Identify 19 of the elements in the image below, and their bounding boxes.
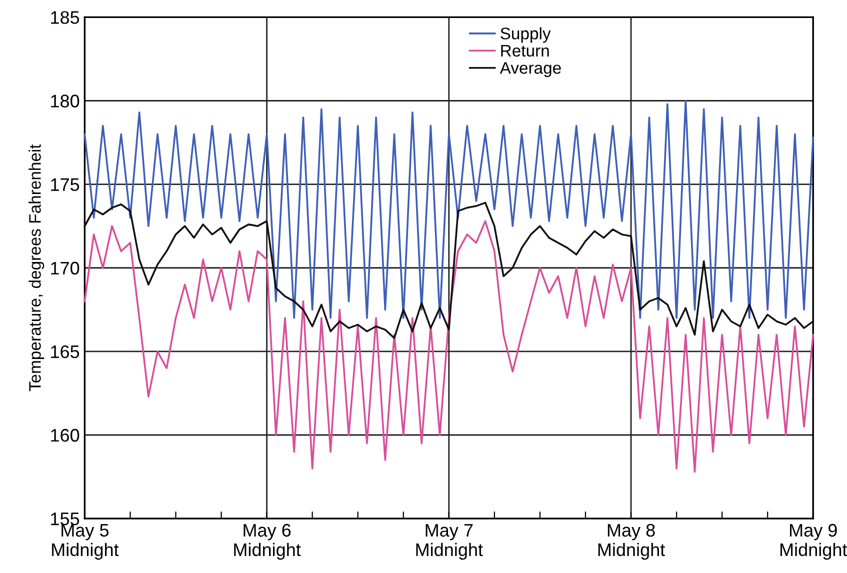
y-tick-label: 155 [51, 512, 80, 526]
legend-label: Supply [500, 27, 551, 43]
y-tick-label: 165 [51, 345, 80, 358]
line-series [84, 220, 814, 473]
y-tick-label: 185 [51, 11, 80, 24]
y-tick-label: 180 [51, 94, 80, 108]
legend-label: Return [501, 45, 549, 57]
x-tick-label: May 5 Midnight [52, 524, 119, 560]
line-series [84, 202, 814, 339]
x-tick-label: May 7 Midnight [416, 524, 483, 560]
y-tick-label: 160 [51, 428, 80, 442]
x-tick-label: May 8 Midnight [598, 524, 666, 560]
line-series [84, 100, 814, 319]
y-tick-label: 175 [51, 178, 80, 192]
legend-label: Average [500, 62, 561, 78]
x-tick-label: May 9 Midnight [780, 524, 847, 560]
y-tick-label: 170 [51, 262, 80, 275]
y-axis-title: Temperature, degrees Fahrenheit [28, 144, 44, 392]
x-tick-label: May 6 Midnight [234, 524, 301, 560]
